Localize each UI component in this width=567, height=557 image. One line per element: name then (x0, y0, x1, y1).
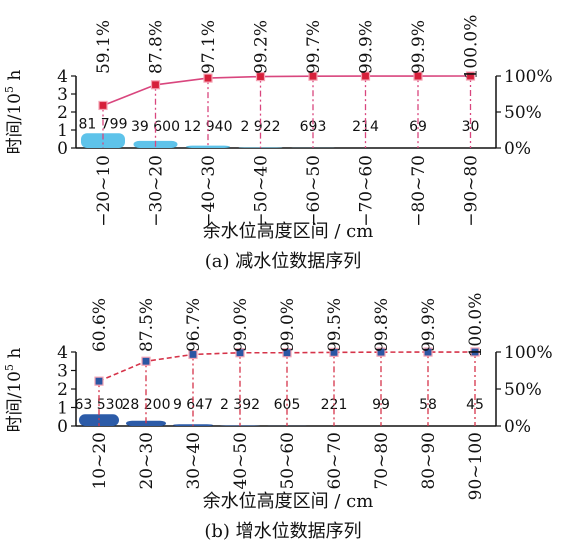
x-category-label: −60~50 (304, 155, 324, 227)
cumulative-line (102, 75, 471, 107)
cumulative-marker (150, 80, 161, 90)
cumulative-marker (188, 349, 198, 360)
cumulative-marker (329, 347, 339, 357)
cumulative-marker (141, 356, 151, 366)
y-axis-title-exponent: 5 (3, 364, 16, 371)
y-axis-title-unit: h (5, 70, 25, 86)
cumulative-percent-label: 99.8% (372, 298, 392, 352)
left-tick-label: 1 (57, 399, 68, 419)
x-category-label: −30~20 (147, 155, 167, 227)
cumulative-marker (282, 348, 292, 358)
x-category-label: 50~60 (278, 432, 298, 490)
left-tick-label: 2 (57, 380, 68, 400)
cumulative-marker (470, 347, 480, 357)
cumulative-marker (413, 71, 423, 81)
left-tick-label: 1 (57, 121, 68, 141)
right-tick-label: 50% (504, 380, 542, 400)
cumulative-percent-label: 59.1% (94, 20, 114, 74)
x-category-label: 70~80 (372, 432, 392, 490)
cumulative-percent-label: 100.0% (466, 293, 486, 358)
cumulative-marker (423, 347, 433, 357)
bar-value-label: 214 (352, 119, 379, 135)
cumulative-marker (235, 348, 245, 358)
cumulative-percent-label: 99.2% (252, 20, 272, 74)
y-axis-title-exponent: 5 (3, 86, 16, 93)
y-axis-title-unit: h (5, 348, 25, 364)
bar-value-label: 12 940 (184, 119, 233, 135)
right-tick-label: 100% (504, 343, 553, 363)
y-axis-title: 时间/105 h (3, 348, 25, 433)
cumulative-marker (94, 376, 104, 386)
x-category-label: 80~90 (419, 432, 439, 490)
bar (126, 420, 166, 426)
left-tick-label: 3 (57, 362, 68, 382)
cumulative-percent-label: 99.9% (419, 298, 439, 352)
chart-caption: (a) 减水位数据序列 (205, 251, 362, 272)
right-tick-label: 50% (504, 103, 542, 123)
cumulative-percent-label: 99.7% (304, 20, 324, 74)
x-category-label: −20~10 (94, 155, 114, 227)
bar-value-label: 693 (300, 119, 327, 135)
cumulative-marker (308, 71, 318, 81)
x-category-label: −80~70 (409, 155, 429, 227)
cumulative-percent-label: 87.5% (137, 298, 157, 352)
cumulative-percent-label: 96.7% (184, 298, 204, 352)
x-category-label: 40~50 (231, 432, 251, 490)
cumulative-marker (360, 71, 371, 81)
x-axis-title: 余水位高度区间 / cm (203, 491, 374, 512)
bar (81, 133, 125, 148)
bar-value-label: 69 (409, 119, 427, 135)
x-category-label: −90~80 (462, 155, 482, 227)
y-axis-title: 时间/105 h (3, 70, 25, 155)
x-axis-title: 余水位高度区间 / cm (203, 221, 374, 242)
left-tick-label: 4 (57, 343, 68, 363)
cumulative-percent-label: 100.0% (462, 15, 482, 80)
left-tick-label: 3 (57, 85, 68, 105)
cumulative-percent-label: 99.5% (325, 298, 345, 352)
cumulative-percent-label: 99.0% (231, 298, 251, 352)
right-tick-label: 0% (504, 139, 531, 159)
x-category-label: 60~70 (325, 432, 345, 490)
cumulative-marker (465, 71, 476, 81)
x-category-label: −40~30 (199, 155, 219, 227)
cumulative-marker (203, 73, 213, 83)
right-tick-label: 100% (504, 67, 553, 87)
x-category-label: 20~30 (137, 432, 157, 490)
cumulative-percent-label: 99.9% (409, 20, 429, 74)
x-category-label: 30~40 (184, 432, 204, 490)
left-tick-label: 2 (57, 103, 68, 123)
x-category-label: 10~20 (90, 432, 110, 490)
bar-value-label: 9 647 (173, 397, 213, 413)
y-axis-title-main: 时间/10 (5, 93, 25, 154)
x-category-label: −70~60 (357, 155, 377, 227)
bar-value-label: 2 922 (240, 119, 280, 135)
cumulative-percent-label: 60.6% (90, 298, 110, 352)
bar (186, 145, 230, 148)
cumulative-marker (98, 100, 108, 111)
cumulative-marker (376, 347, 386, 357)
cumulative-percent-label: 99.0% (278, 298, 298, 352)
x-category-label: −50~40 (252, 155, 272, 227)
left-tick-label: 0 (57, 139, 68, 159)
x-category-label: 90~100 (466, 432, 486, 500)
right-tick-label: 0% (504, 417, 531, 437)
y-axis-title-main: 时间/10 (5, 371, 25, 432)
left-tick-label: 4 (57, 67, 68, 87)
cumulative-percent-label: 87.8% (147, 20, 167, 74)
cumulative-marker (255, 71, 266, 82)
left-tick-label: 0 (57, 417, 68, 437)
chart-caption: (b) 增水位数据序列 (204, 521, 361, 542)
cumulative-percent-label: 97.1% (199, 20, 219, 74)
cumulative-percent-label: 99.9% (357, 20, 377, 74)
